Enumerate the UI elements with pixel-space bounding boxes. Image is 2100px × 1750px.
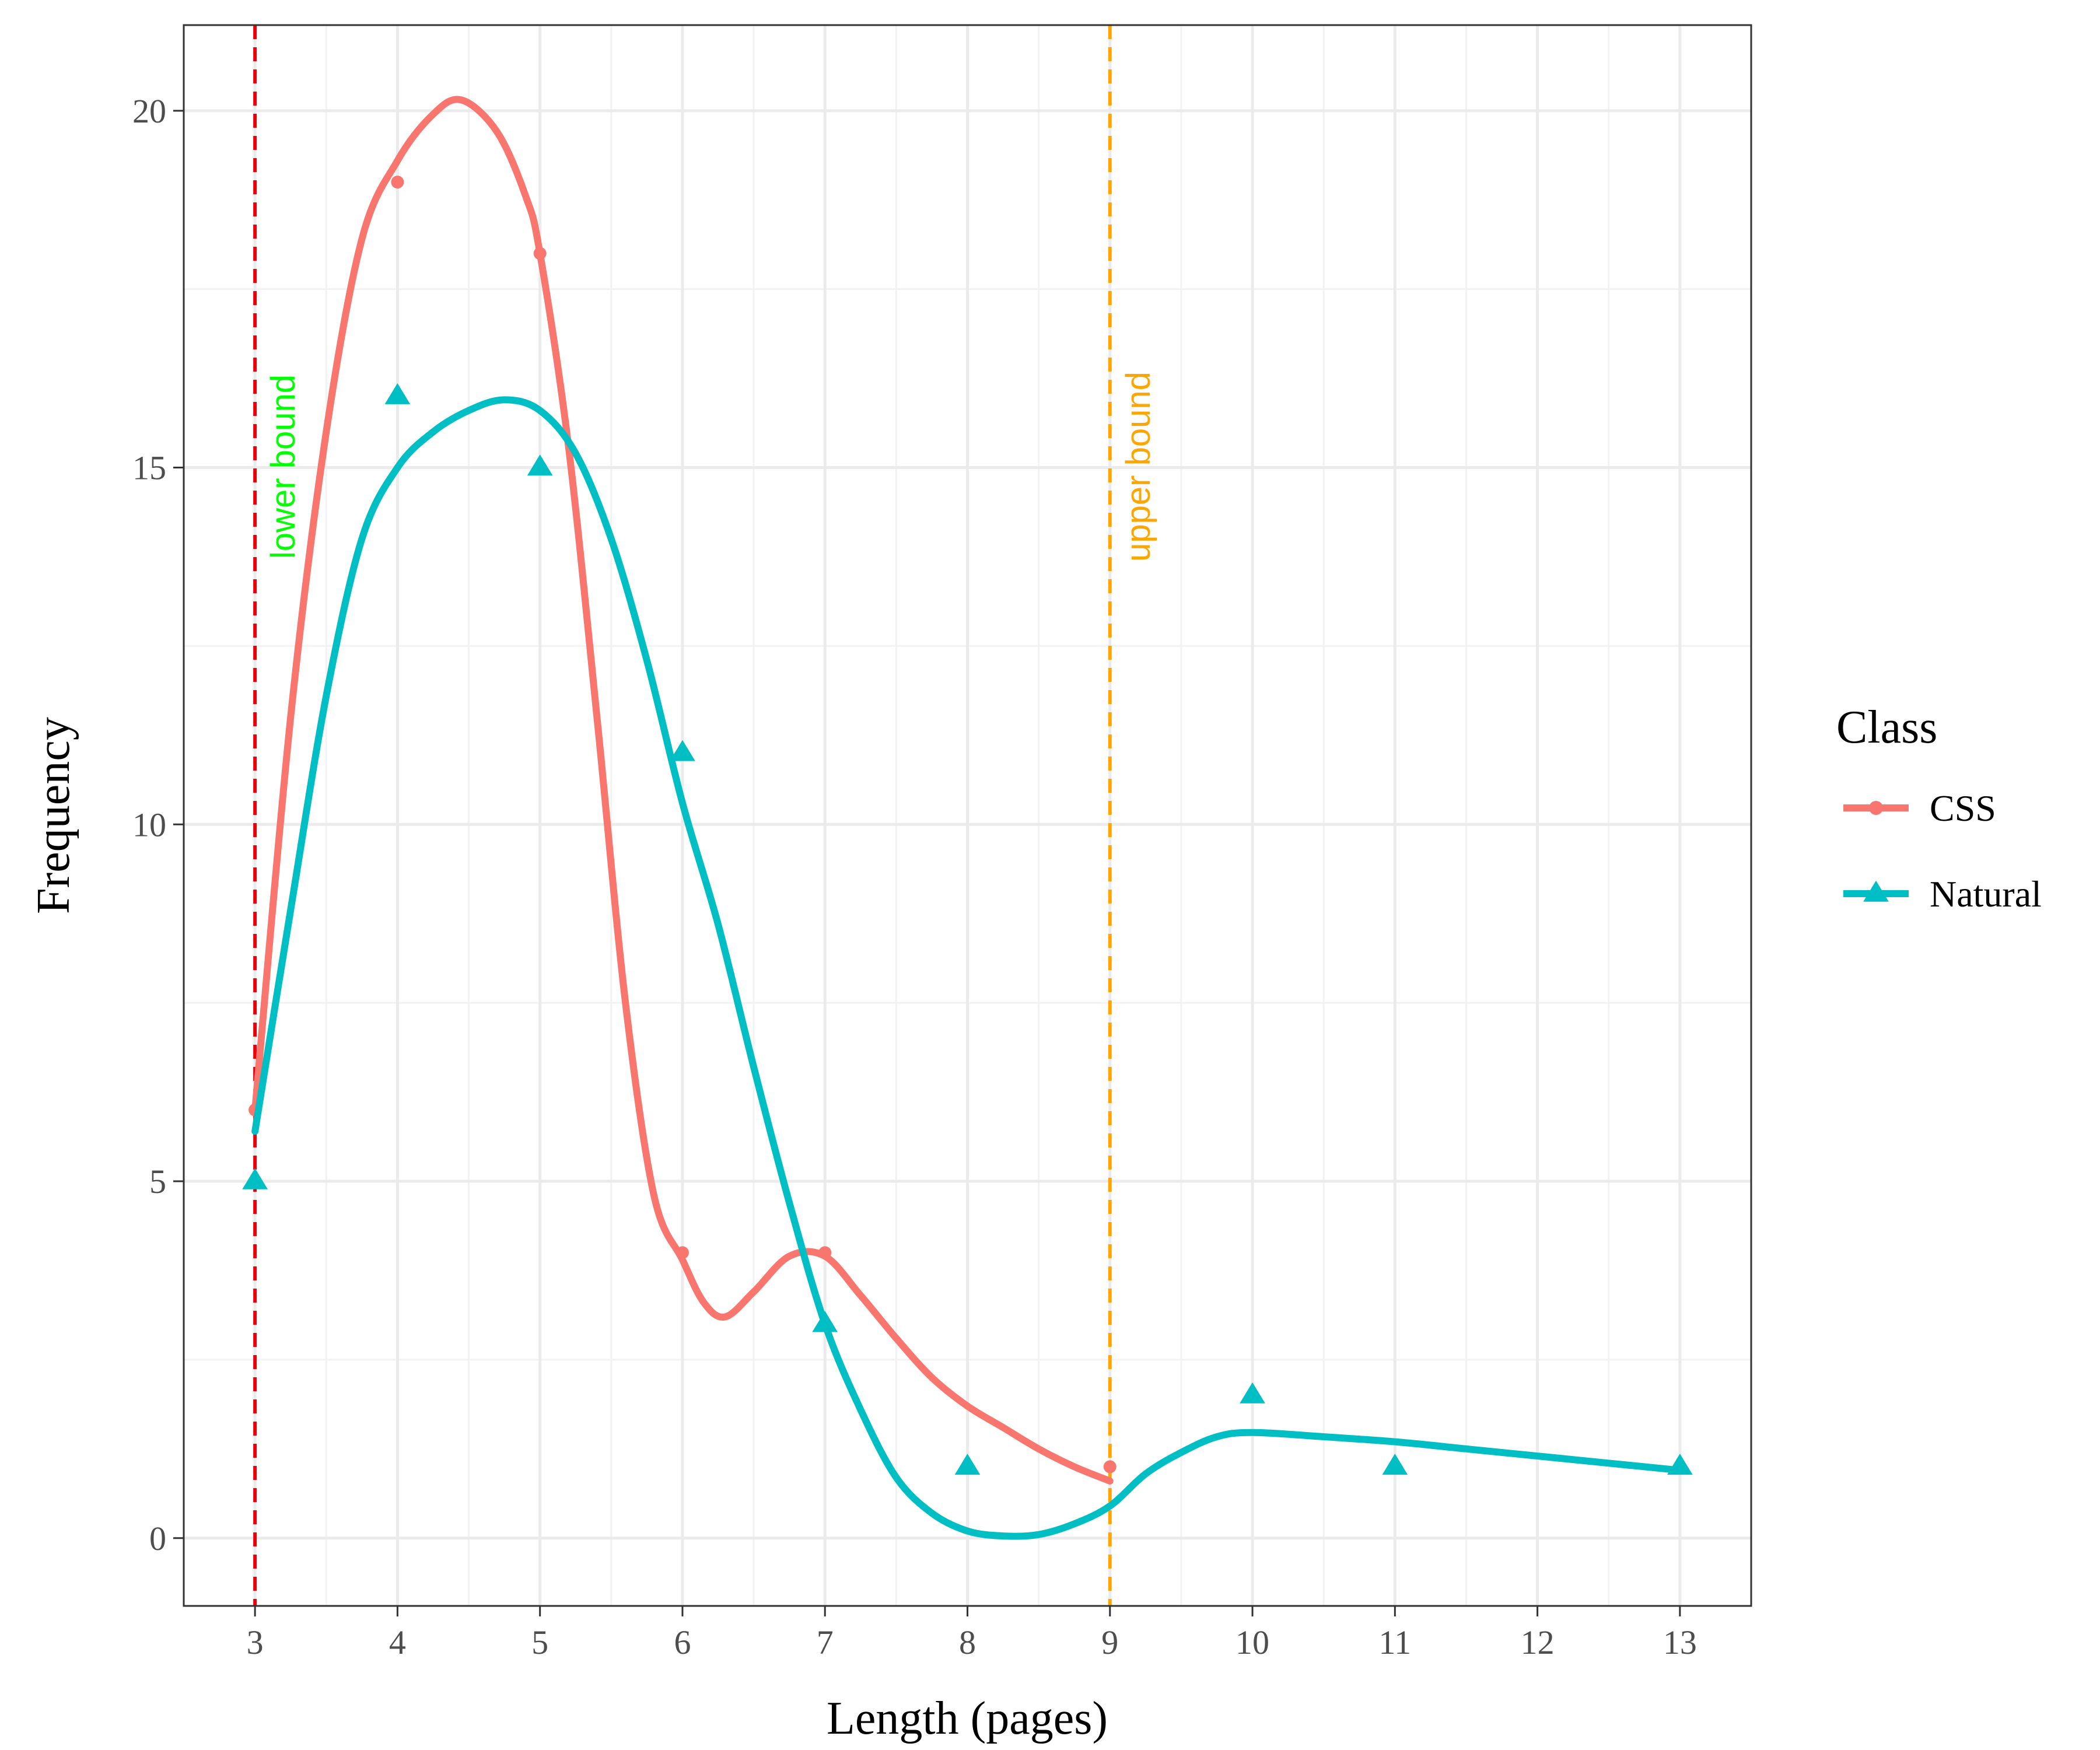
upper-bound-label: upper bound <box>1119 372 1157 562</box>
css-point <box>391 176 404 189</box>
natural-point <box>1240 1382 1265 1404</box>
natural-point <box>1382 1454 1408 1475</box>
natural-point <box>242 1168 268 1189</box>
y-tick-label: 0 <box>149 1520 166 1558</box>
y-axis-title: Frequency <box>28 717 79 914</box>
legend-marker-css <box>1869 801 1883 815</box>
x-tick-label: 6 <box>674 1623 691 1661</box>
css-point <box>676 1246 689 1259</box>
natural-point <box>1667 1454 1693 1475</box>
reference-lines: lower bound upper bound <box>253 25 1157 1606</box>
x-tick-label: 11 <box>1378 1623 1411 1661</box>
x-tick-label: 9 <box>1101 1623 1118 1661</box>
css-point <box>1103 1460 1116 1474</box>
y-tick-label: 5 <box>149 1163 166 1200</box>
x-tick-label: 3 <box>247 1623 264 1661</box>
x-tick-label: 5 <box>531 1623 548 1661</box>
y-tick-label: 15 <box>132 449 166 487</box>
axes: 3 4 5 6 7 8 9 10 11 12 13 0 5 10 15 20 <box>132 92 1697 1661</box>
x-axis-title: Length (pages) <box>827 1693 1108 1744</box>
natural-smooth-line <box>251 396 1684 1540</box>
legend-label-natural: Natural <box>1930 873 2042 915</box>
natural-point <box>954 1454 981 1475</box>
lower-bound-label: lower bound <box>264 374 302 559</box>
css-point <box>818 1246 832 1259</box>
css-smooth-line <box>251 96 1114 1485</box>
natural-point <box>670 740 695 761</box>
natural-point <box>812 1311 838 1332</box>
x-tick-label: 12 <box>1521 1623 1555 1661</box>
x-tick-label: 4 <box>389 1623 406 1661</box>
x-tick-label: 10 <box>1236 1623 1269 1661</box>
x-tick-label: 8 <box>959 1623 976 1661</box>
legend-marker-natural <box>1863 880 1889 902</box>
series-natural <box>242 383 1693 1540</box>
series-layer <box>242 96 1693 1540</box>
y-tick-label: 10 <box>132 806 166 844</box>
grid-major <box>184 25 1751 1606</box>
y-tick-label: 20 <box>132 92 166 130</box>
legend-title: Class <box>1836 702 1937 753</box>
natural-point <box>527 454 553 476</box>
css-point <box>533 247 547 260</box>
x-tick-label: 7 <box>817 1623 834 1661</box>
x-tick-label: 13 <box>1663 1623 1697 1661</box>
legend: Class CSS Natural <box>1836 702 2042 915</box>
legend-label-css: CSS <box>1930 788 1996 829</box>
natural-point <box>384 383 411 404</box>
